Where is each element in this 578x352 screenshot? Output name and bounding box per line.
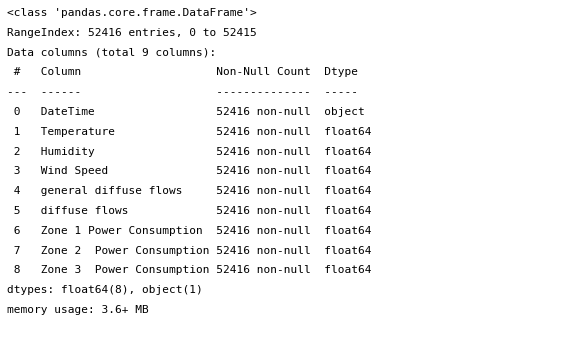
Text: 1   Temperature               52416 non-null  float64: 1 Temperature 52416 non-null float64	[7, 127, 372, 137]
Text: <class 'pandas.core.frame.DataFrame'>: <class 'pandas.core.frame.DataFrame'>	[7, 8, 257, 18]
Text: 8   Zone 3  Power Consumption 52416 non-null  float64: 8 Zone 3 Power Consumption 52416 non-nul…	[7, 265, 372, 275]
Text: memory usage: 3.6+ MB: memory usage: 3.6+ MB	[7, 305, 149, 315]
Text: Data columns (total 9 columns):: Data columns (total 9 columns):	[7, 48, 216, 58]
Text: RangeIndex: 52416 entries, 0 to 52415: RangeIndex: 52416 entries, 0 to 52415	[7, 28, 257, 38]
Text: dtypes: float64(8), object(1): dtypes: float64(8), object(1)	[7, 285, 203, 295]
Text: 4   general diffuse flows     52416 non-null  float64: 4 general diffuse flows 52416 non-null f…	[7, 186, 372, 196]
Text: 2   Humidity                  52416 non-null  float64: 2 Humidity 52416 non-null float64	[7, 146, 372, 157]
Text: #   Column                    Non-Null Count  Dtype: # Column Non-Null Count Dtype	[7, 67, 372, 77]
Text: 7   Zone 2  Power Consumption 52416 non-null  float64: 7 Zone 2 Power Consumption 52416 non-nul…	[7, 246, 372, 256]
Text: ---  ------                    --------------  -----: --- ------ -------------- -----	[7, 87, 372, 97]
Text: 3   Wind Speed                52416 non-null  float64: 3 Wind Speed 52416 non-null float64	[7, 166, 372, 176]
Text: 0   DateTime                  52416 non-null  object: 0 DateTime 52416 non-null object	[7, 107, 372, 117]
Text: 6   Zone 1 Power Consumption  52416 non-null  float64: 6 Zone 1 Power Consumption 52416 non-nul…	[7, 226, 372, 236]
Text: 5   diffuse flows             52416 non-null  float64: 5 diffuse flows 52416 non-null float64	[7, 206, 372, 216]
